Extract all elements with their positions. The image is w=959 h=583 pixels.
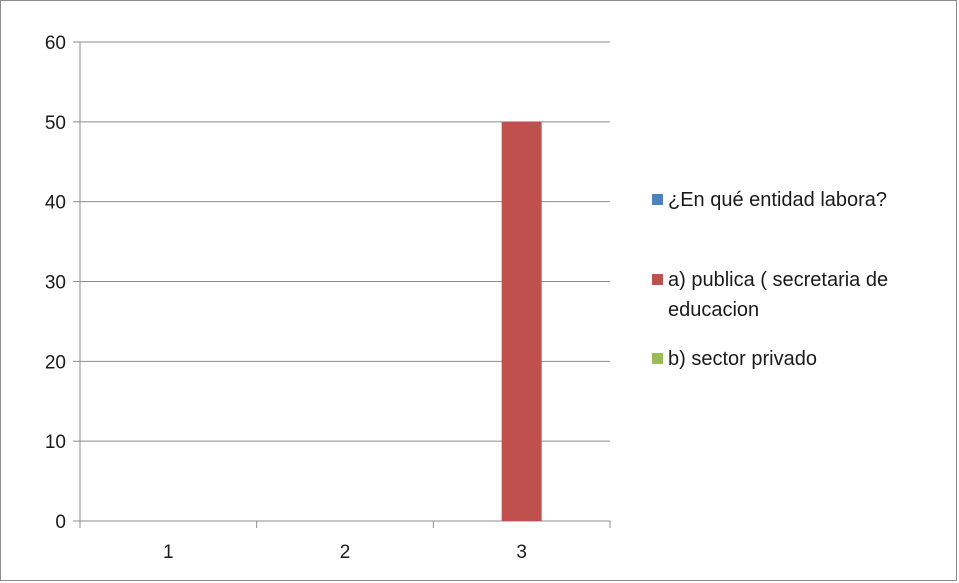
y-tick-label: 20 <box>45 352 66 373</box>
x-tick-label: 2 <box>340 542 351 563</box>
y-tick-label: 10 <box>45 432 66 453</box>
y-axis: 0 10 20 30 40 50 60 <box>45 33 81 533</box>
y-tick-label: 50 <box>45 113 66 134</box>
y-tick-label: 60 <box>45 33 66 54</box>
legend-swatch <box>652 353 663 364</box>
legend-swatch <box>652 194 663 205</box>
y-tick-label: 30 <box>45 273 66 294</box>
legend-label: a) publica ( secretaria de <box>668 269 888 291</box>
x-axis: 1 2 3 <box>79 520 611 563</box>
legend-swatch <box>652 274 663 285</box>
y-tick-label: 0 <box>55 512 66 533</box>
x-tick-label: 1 <box>163 542 174 563</box>
legend-label: b) sector privado <box>668 348 817 370</box>
bars <box>501 121 542 521</box>
legend: ¿En qué entidad labora? a) publica ( secr… <box>652 189 888 370</box>
legend-label: educacion <box>668 299 759 321</box>
legend-label: ¿En qué entidad labora? <box>668 189 887 211</box>
x-tick-label: 3 <box>516 542 527 563</box>
y-tick-label: 40 <box>45 193 66 214</box>
bar <box>501 121 542 521</box>
